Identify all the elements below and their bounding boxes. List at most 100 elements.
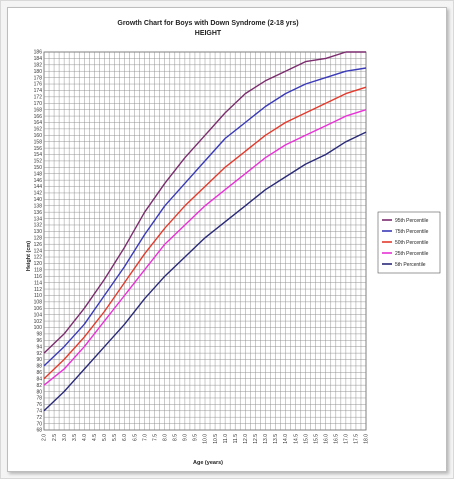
series-line-50th-percentile xyxy=(43,86,367,380)
x-tick-label: 6.5 xyxy=(132,434,138,441)
x-tick-label: 3.5 xyxy=(72,434,78,441)
y-tick-label: 164 xyxy=(34,120,43,126)
y-tick-label: 76 xyxy=(36,402,42,408)
x-axis-ticks: 2.0 2.5 3.0 3.5 4.0 4.5 5.0 5.5 6.0 6.5 7.0 7.5 8.0 8… xyxy=(42,434,370,444)
series-lines xyxy=(43,51,367,412)
series-line-25th-percentile xyxy=(43,109,367,386)
legend-label: 50th Percentile xyxy=(395,240,429,246)
y-tick-label: 120 xyxy=(34,261,43,267)
y-tick-label: 118 xyxy=(34,268,42,274)
y-tick-label: 154 xyxy=(34,152,43,158)
chart-card: Growth Chart for Boys with Down Syndrome… xyxy=(7,7,447,472)
x-tick-label: 5.0 xyxy=(102,434,108,441)
y-tick-label: 102 xyxy=(34,319,43,325)
x-tick-label: 4.0 xyxy=(82,434,88,441)
y-axis-label: Height (cm) xyxy=(26,241,32,271)
legend-label: 5th Percentile xyxy=(395,262,426,268)
x-tick-label: 9.0 xyxy=(183,434,189,441)
y-tick-label: 80 xyxy=(36,389,42,395)
growth-chart: Growth Chart for Boys with Down Syndrome… xyxy=(26,20,441,466)
legend-label: 75th Percentile xyxy=(395,229,429,235)
x-tick-label: 4.5 xyxy=(92,434,98,441)
legend-label: 95th Percentile xyxy=(395,218,429,224)
y-tick-label: 140 xyxy=(34,197,43,203)
chart-subtitle: HEIGHT xyxy=(195,30,222,37)
x-tick-label: 10.0 xyxy=(203,434,209,444)
y-tick-label: 74 xyxy=(36,408,42,414)
x-tick-label: 7.5 xyxy=(152,434,158,441)
y-tick-label: 112 xyxy=(34,287,42,293)
y-tick-label: 104 xyxy=(34,312,43,318)
y-tick-label: 182 xyxy=(34,63,43,69)
y-tick-label: 126 xyxy=(34,242,43,248)
y-tick-label: 94 xyxy=(36,344,42,350)
y-tick-label: 82 xyxy=(36,383,42,389)
y-tick-label: 90 xyxy=(36,357,42,363)
x-tick-label: 16.0 xyxy=(323,434,329,444)
y-tick-label: 138 xyxy=(34,203,43,209)
x-tick-label: 2.5 xyxy=(52,434,58,441)
y-tick-label: 146 xyxy=(34,178,43,184)
y-tick-label: 128 xyxy=(34,235,43,241)
x-tick-label: 3.0 xyxy=(62,434,68,441)
series-line-5th-percentile xyxy=(43,131,367,412)
y-axis-ticks: 6870727476788082848688909294969810010210… xyxy=(34,50,43,434)
y-tick-label: 178 xyxy=(34,75,43,81)
y-tick-label: 92 xyxy=(36,351,42,357)
plot-grid xyxy=(43,51,367,431)
y-tick-label: 134 xyxy=(34,216,43,222)
series-line-95th-percentile xyxy=(43,51,366,354)
x-tick-label: 9.5 xyxy=(193,434,199,441)
x-tick-label: 12.0 xyxy=(243,434,249,444)
y-tick-label: 176 xyxy=(34,82,43,88)
y-tick-label: 100 xyxy=(34,325,43,331)
y-tick-label: 158 xyxy=(34,139,43,145)
x-tick-label: 10.5 xyxy=(213,434,219,444)
y-tick-label: 88 xyxy=(36,364,42,370)
legend-label: 25th Percentile xyxy=(395,251,429,257)
y-tick-label: 132 xyxy=(34,223,43,229)
y-tick-label: 174 xyxy=(34,88,43,94)
series-line-75th-percentile xyxy=(43,67,367,367)
x-tick-label: 14.0 xyxy=(283,434,289,444)
x-tick-label: 14.5 xyxy=(293,434,299,444)
y-tick-label: 144 xyxy=(34,184,43,190)
x-tick-label: 6.0 xyxy=(122,434,128,441)
x-tick-label: 17.5 xyxy=(354,434,360,444)
x-axis-label: Age (years) xyxy=(193,460,223,466)
y-tick-label: 116 xyxy=(34,274,42,280)
x-tick-label: 8.5 xyxy=(173,434,179,441)
x-tick-label: 12.5 xyxy=(253,434,259,444)
x-tick-label: 5.5 xyxy=(112,434,118,441)
x-tick-label: 13.0 xyxy=(263,434,269,444)
y-tick-label: 124 xyxy=(34,248,43,254)
x-tick-label: 15.5 xyxy=(313,434,319,444)
x-tick-label: 8.0 xyxy=(162,434,168,441)
y-tick-label: 180 xyxy=(34,69,43,75)
y-tick-label: 86 xyxy=(36,370,42,376)
x-tick-label: 11.0 xyxy=(223,434,229,444)
y-tick-label: 160 xyxy=(34,133,43,139)
y-tick-label: 156 xyxy=(34,146,43,152)
y-tick-label: 184 xyxy=(34,56,43,62)
y-tick-label: 78 xyxy=(36,396,42,402)
y-tick-label: 166 xyxy=(34,114,43,120)
y-tick-label: 122 xyxy=(34,255,43,261)
x-tick-label: 13.5 xyxy=(273,434,279,444)
y-tick-label: 70 xyxy=(36,421,42,427)
y-tick-label: 84 xyxy=(36,376,42,382)
y-tick-label: 72 xyxy=(36,415,42,421)
y-tick-label: 68 xyxy=(36,428,42,434)
y-tick-label: 150 xyxy=(34,165,43,171)
y-tick-label: 106 xyxy=(34,306,43,312)
x-tick-label: 2.0 xyxy=(42,434,48,441)
y-tick-label: 168 xyxy=(34,107,43,113)
chart-legend: 95th Percentile 75th Percentile 50th Perce… xyxy=(377,211,441,274)
y-tick-label: 186 xyxy=(34,50,43,56)
y-tick-label: 136 xyxy=(34,210,43,216)
x-tick-label: 17.0 xyxy=(344,434,350,444)
x-tick-label: 11.5 xyxy=(233,434,239,444)
x-tick-label: 18.0 xyxy=(364,434,370,444)
y-tick-label: 148 xyxy=(34,171,43,177)
